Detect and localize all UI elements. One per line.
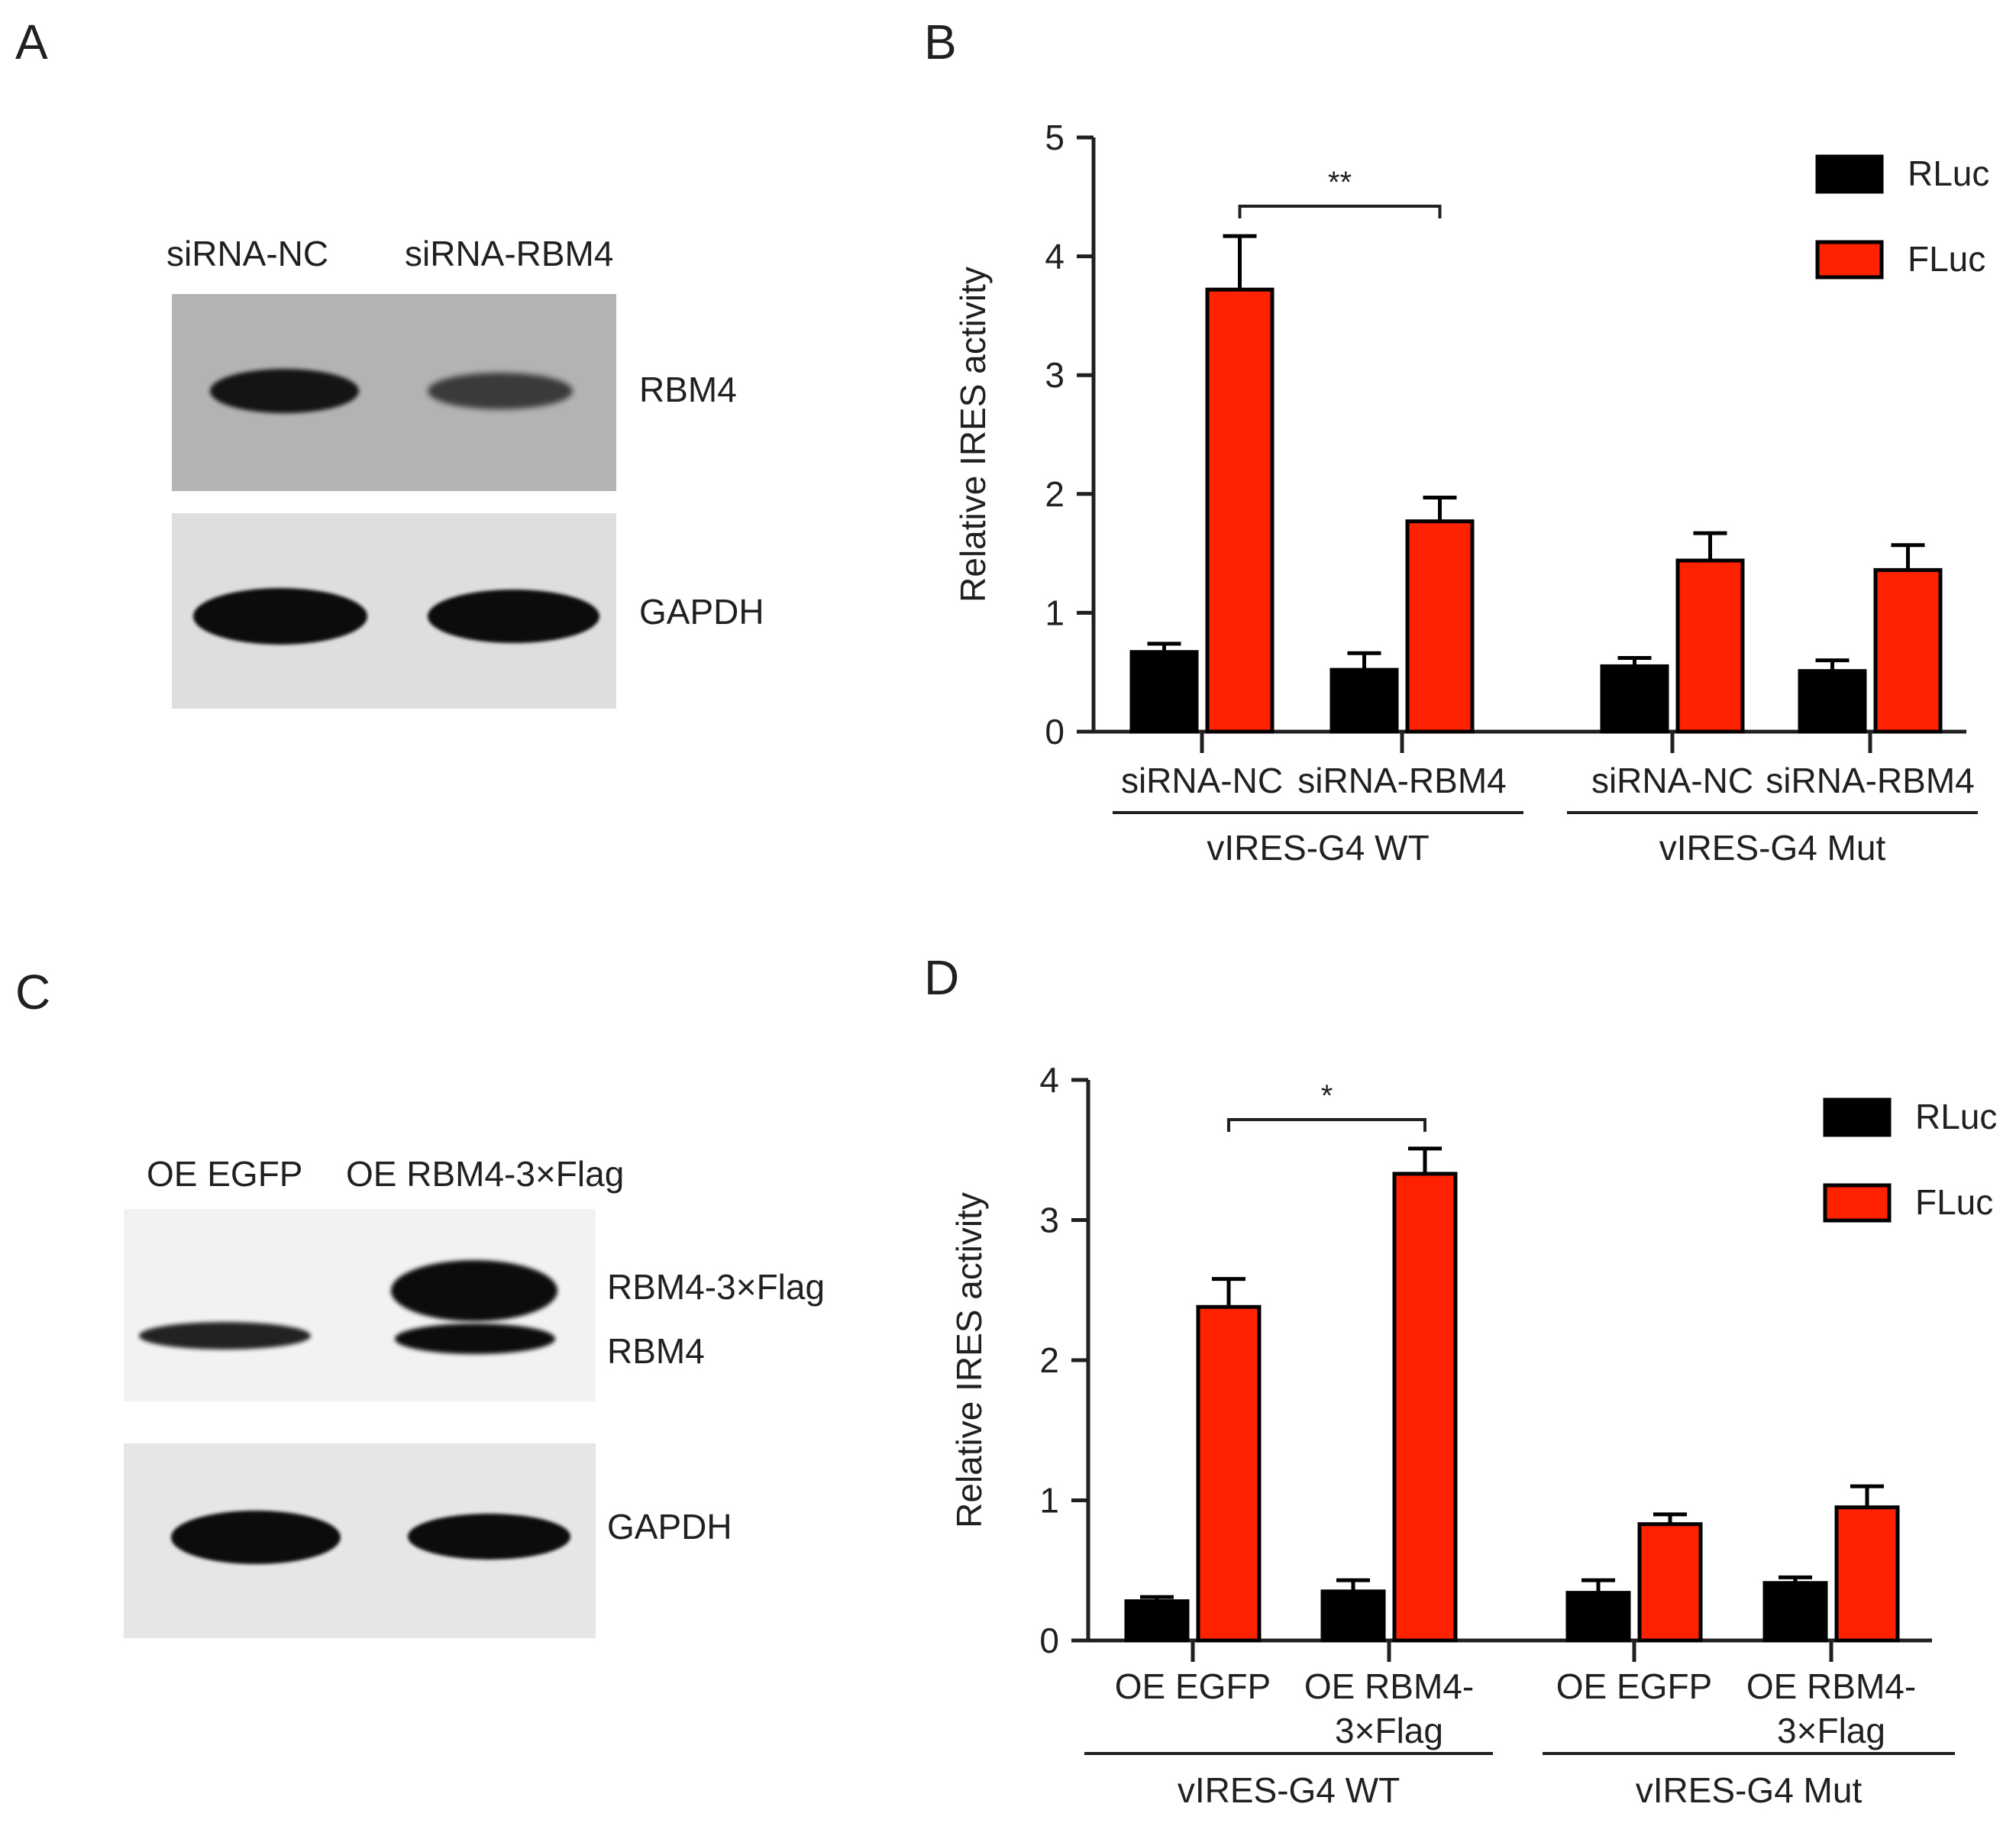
row-label-rbm4: RBM4 — [607, 1331, 705, 1371]
x-tick-label: OE EGFP — [1115, 1666, 1271, 1706]
panel-letter-a: A — [15, 15, 48, 69]
row-label-rbm4-flag: RBM4-3×Flag — [607, 1267, 825, 1307]
significance-bracket — [1227, 1118, 1426, 1132]
band-rbm4-lane1 — [210, 369, 359, 413]
legend-swatch-rluc — [1815, 154, 1884, 194]
x-tick-label: siRNA-NC — [1121, 761, 1283, 800]
group-label: vIRES-G4 WT — [1207, 828, 1429, 868]
y-tick-label: 2 — [1039, 1340, 1059, 1380]
x-tick-label: 3×Flag — [1335, 1711, 1443, 1750]
bar-rluc — [1329, 667, 1399, 734]
y-tick-label: 5 — [1045, 118, 1065, 157]
band-rbm4-lane2 — [428, 373, 573, 409]
y-tick-label: 4 — [1045, 237, 1065, 276]
band-rbm4-lane2 — [395, 1324, 555, 1354]
y-tick-label: 3 — [1039, 1201, 1059, 1240]
group-label: vIRES-G4 Mut — [1636, 1770, 1863, 1810]
blot-membrane-rbm4-flag — [124, 1209, 596, 1401]
legend-label-rluc: RLuc — [1908, 154, 1989, 193]
band-rbm4-flag-lane2 — [391, 1260, 557, 1321]
bar-rluc — [1124, 1599, 1190, 1643]
legend-label-fluc: FLuc — [1908, 239, 1985, 279]
lane-label-oe-rbm4-flag: OE RBM4-3×Flag — [346, 1154, 625, 1194]
x-tick-label: OE RBM4- — [1304, 1666, 1474, 1706]
bar-rluc — [1565, 1591, 1631, 1643]
legend-label-fluc: FLuc — [1915, 1182, 1993, 1222]
x-tick-label: OE RBM4- — [1746, 1666, 1916, 1706]
lane-label-oe-egfp: OE EGFP — [147, 1154, 303, 1194]
y-tick-label: 0 — [1039, 1621, 1059, 1660]
legend-swatch-fluc — [1823, 1183, 1892, 1223]
lane-label-sirna-nc: siRNA-NC — [166, 234, 329, 273]
group-label: vIRES-G4 Mut — [1659, 828, 1886, 868]
legend-label-rluc: RLuc — [1915, 1097, 1997, 1136]
bar-rluc — [1762, 1581, 1828, 1643]
bar-fluc — [1196, 1304, 1262, 1643]
row-label-rbm4: RBM4 — [639, 370, 737, 409]
x-tick-label: siRNA-NC — [1591, 761, 1753, 800]
bar-fluc — [1873, 567, 1943, 734]
bar-fluc — [1637, 1522, 1703, 1643]
significance-label: * — [1321, 1079, 1333, 1113]
y-axis-label: Relative IRES activity — [953, 267, 993, 603]
x-tick-label: siRNA-RBM4 — [1297, 761, 1506, 800]
x-tick-label: siRNA-RBM4 — [1766, 761, 1974, 800]
bar-fluc — [1205, 287, 1275, 734]
blot-membrane-gapdh — [172, 513, 616, 709]
blot-membrane-gapdh — [124, 1443, 596, 1638]
blot-membrane-rbm4 — [172, 294, 616, 491]
y-tick-label: 1 — [1039, 1481, 1059, 1521]
bar-fluc — [1834, 1505, 1900, 1643]
panel-letter-d: D — [924, 950, 960, 1005]
y-tick-label: 4 — [1039, 1060, 1059, 1100]
bar-rluc — [1320, 1589, 1386, 1643]
bar-fluc — [1392, 1172, 1458, 1643]
lane-label-sirna-rbm4: siRNA-RBM4 — [405, 234, 614, 273]
significance-label: ** — [1328, 166, 1352, 199]
y-axis-label: Relative IRES activity — [949, 1192, 989, 1528]
band-rbm4-lane1 — [139, 1322, 311, 1349]
band-gapdh-lane2 — [408, 1514, 570, 1560]
band-gapdh-lane2 — [428, 590, 599, 643]
band-gapdh-lane1 — [171, 1511, 341, 1564]
x-tick-label: 3×Flag — [1777, 1711, 1885, 1750]
y-tick-label: 2 — [1045, 474, 1065, 514]
panel-letter-c: C — [15, 965, 51, 1020]
legend-swatch-rluc — [1823, 1097, 1892, 1137]
x-tick-label: OE EGFP — [1556, 1666, 1712, 1706]
row-label-gapdh: GAPDH — [607, 1507, 732, 1547]
y-tick-label: 1 — [1045, 593, 1065, 632]
bar-rluc — [1600, 664, 1669, 734]
row-label-gapdh: GAPDH — [639, 592, 764, 632]
panel-letter-b: B — [924, 15, 957, 69]
group-label: vIRES-G4 WT — [1178, 1770, 1400, 1810]
y-tick-label: 0 — [1045, 712, 1065, 752]
y-tick-label: 3 — [1045, 355, 1065, 395]
significance-bracket — [1238, 205, 1442, 218]
legend-swatch-fluc — [1815, 240, 1884, 280]
band-gapdh-lane1 — [193, 588, 367, 645]
